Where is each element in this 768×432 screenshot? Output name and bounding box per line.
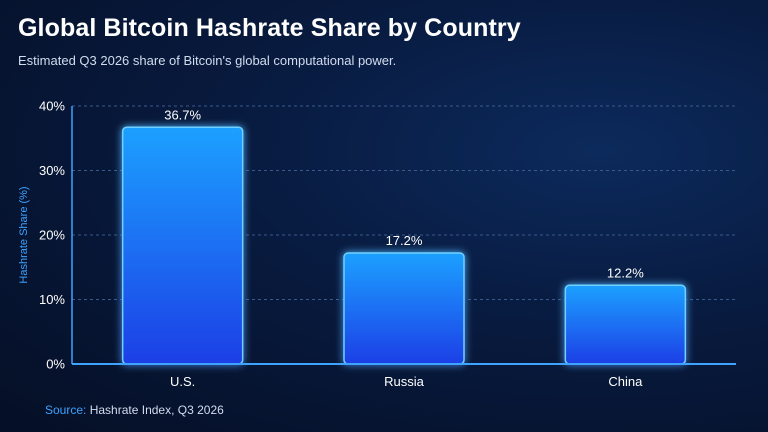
y-tick-label: 10% <box>39 292 65 307</box>
y-axis-label: Hashrate Share (%) <box>18 186 30 283</box>
y-tick-label: 40% <box>39 99 65 114</box>
bar-value-label: 36.7% <box>164 107 201 122</box>
y-tick-label: 20% <box>39 228 65 243</box>
source-text: Hashrate Index, Q3 2026 <box>89 403 224 417</box>
category-labels: U.S. Russia China <box>170 374 643 389</box>
y-tick-label: 0% <box>46 357 65 372</box>
bar-value-label: 12.2% <box>607 265 644 280</box>
source-label: Source: <box>45 403 87 417</box>
y-tick-label: 30% <box>39 163 65 178</box>
bar <box>343 252 465 365</box>
chart-subtitle: Estimated Q3 2026 share of Bitcoin's glo… <box>18 53 397 68</box>
bar-value-labels: 36.7% 17.2% 12.2% <box>164 107 644 280</box>
bar <box>564 284 687 365</box>
category-label: Russia <box>384 374 425 389</box>
category-label: China <box>608 374 643 389</box>
category-label: U.S. <box>170 374 195 389</box>
y-tick-labels: 0% 10% 20% 30% 40% <box>39 99 65 372</box>
source-note: Source: Hashrate Index, Q3 2026 <box>45 403 224 417</box>
chart-title: Global Bitcoin Hashrate Share by Country <box>18 14 521 42</box>
bar <box>121 126 244 365</box>
bar-value-label: 17.2% <box>386 233 423 248</box>
